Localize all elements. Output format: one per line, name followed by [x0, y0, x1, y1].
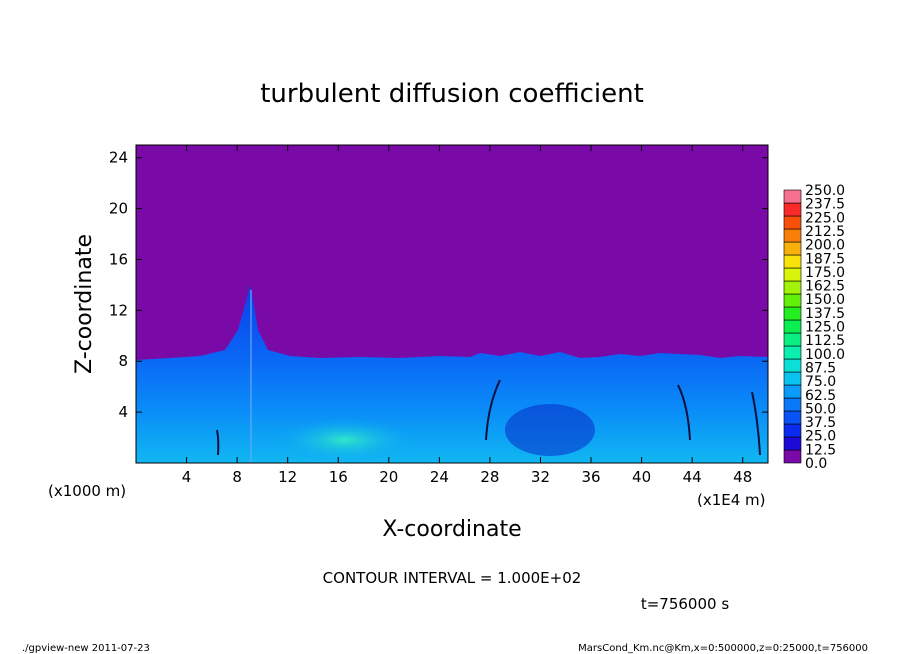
colorbar-swatch — [783, 319, 802, 334]
footer-left: ./gpview-new 2011-07-23 — [22, 643, 150, 654]
time-label: t=756000 s — [641, 595, 729, 613]
colorbar-level-label: 112.5 — [805, 333, 845, 349]
colorbar-level-label: 162.5 — [805, 279, 845, 295]
colorbar-level-label: 37.5 — [805, 415, 836, 431]
colorbar-level-label: 137.5 — [805, 306, 845, 322]
plot-frame — [135, 144, 769, 464]
filament — [485, 379, 501, 441]
x-unit-note: (x1E4 m) — [697, 491, 766, 509]
colorbar-swatch — [783, 306, 802, 321]
colorbar-level-label: 150.0 — [805, 292, 845, 308]
colorbar-level-label: 187.5 — [805, 251, 845, 267]
x-tick-label: 4 — [182, 468, 192, 486]
colorbar-swatch — [783, 267, 802, 282]
filament — [216, 429, 220, 456]
x-tick-label: 36 — [581, 468, 600, 486]
colorbar-level-label: 50.0 — [805, 401, 836, 417]
x-tick-label: 16 — [329, 468, 348, 486]
colorbar-level-label: 237.5 — [805, 197, 845, 213]
colorbar-swatch — [783, 423, 802, 438]
y-axis-label: Z-coordinate — [72, 234, 97, 374]
colorbar-level-label: 87.5 — [805, 360, 836, 376]
turbulent-zone — [505, 404, 595, 456]
x-tick-label: 12 — [278, 468, 297, 486]
y-tick-label: 20 — [109, 200, 128, 218]
colorbar-level-label: 100.0 — [805, 347, 845, 363]
colorbar-swatch — [783, 358, 802, 373]
contour-interval: CONTOUR INTERVAL = 1.000E+02 — [323, 569, 582, 587]
colorbar-level-label: 200.0 — [805, 238, 845, 254]
colorbar-swatch — [783, 280, 802, 295]
colorbar-level-label: 212.5 — [805, 224, 845, 240]
filament — [677, 384, 691, 441]
colorbar-level-label: 225.0 — [805, 210, 845, 226]
y-unit-note: (x1000 m) — [48, 482, 126, 500]
colorbar-swatch — [783, 254, 802, 269]
colorbar-swatch — [783, 293, 802, 308]
colorbar-swatch — [783, 397, 802, 412]
colorbar-swatch — [783, 332, 802, 347]
colorbar-swatch — [783, 241, 802, 256]
y-tick-label: 12 — [109, 301, 128, 319]
y-tick-label: 4 — [118, 403, 128, 421]
colorbar-swatch — [783, 410, 802, 425]
filament — [751, 391, 761, 456]
x-tick-label: 48 — [733, 468, 752, 486]
colorbar-swatch — [783, 228, 802, 243]
x-tick-label: 44 — [683, 468, 702, 486]
plot-area — [136, 145, 768, 463]
colorbar-swatch — [783, 215, 802, 230]
colorbar-level-label: 250.0 — [805, 183, 845, 199]
x-axis: 4 8 12 16 20 24 28 32 36 40 44 48 — [182, 145, 752, 486]
hot-spot — [275, 418, 415, 462]
colorbar-swatch — [783, 449, 802, 464]
x-axis-label: X-coordinate — [382, 517, 521, 542]
y-tick-label: 24 — [109, 149, 128, 167]
y-tick-label: 16 — [109, 250, 128, 268]
colorbar-level-label: 0.0 — [805, 456, 827, 472]
colorbar-level-label: 12.5 — [805, 442, 836, 458]
colorbar: 0.012.525.037.550.062.575.087.5100.0112.… — [783, 183, 845, 472]
y-tick-label: 8 — [118, 352, 128, 370]
colorbar-level-label: 125.0 — [805, 320, 845, 336]
x-tick-label: 32 — [531, 468, 550, 486]
x-tick-label: 20 — [379, 468, 398, 486]
chart-title: turbulent diffusion coefficient — [260, 79, 644, 109]
y-axis: 4 8 12 16 20 24 — [109, 149, 768, 421]
colorbar-swatch — [783, 345, 802, 360]
colorbar-swatch — [783, 384, 802, 399]
footer-right: MarsCond_Km.nc@Km,x=0:500000,z=0:25000,t… — [578, 643, 868, 654]
colorbar-level-label: 62.5 — [805, 388, 836, 404]
x-tick-label: 40 — [632, 468, 651, 486]
colorbar-level-label: 75.0 — [805, 374, 836, 390]
colorbar-swatch — [783, 189, 802, 204]
x-tick-label: 24 — [430, 468, 449, 486]
colorbar-swatch — [783, 436, 802, 451]
colorbar-level-label: 175.0 — [805, 265, 845, 281]
colorbar-swatch — [783, 202, 802, 217]
boundary-layer — [136, 285, 768, 463]
x-tick-label: 8 — [232, 468, 242, 486]
colorbar-level-label: 25.0 — [805, 429, 836, 445]
x-tick-label: 28 — [480, 468, 499, 486]
colorbar-swatch — [783, 371, 802, 386]
